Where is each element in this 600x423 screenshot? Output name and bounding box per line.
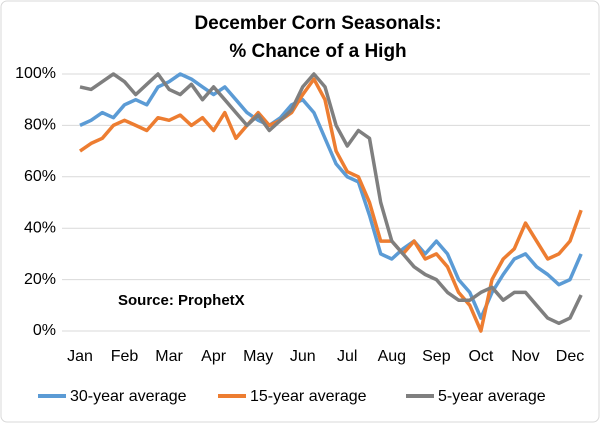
- x-tick-label: Jul: [337, 348, 357, 365]
- legend-label: 15-year average: [250, 388, 367, 405]
- x-tick-label: Dec: [556, 348, 584, 365]
- series-line: [79, 72, 583, 326]
- x-tick-label: Aug: [378, 348, 406, 365]
- annotation: Source: ProphetX: [118, 292, 245, 309]
- x-tick-label: Sep: [422, 348, 451, 365]
- y-tick-label: 100%: [15, 65, 56, 82]
- x-tick-label: Jan: [67, 348, 93, 365]
- series-line: [79, 77, 583, 333]
- y-tick-label: 80%: [24, 117, 56, 134]
- x-tick-label: Apr: [201, 348, 227, 365]
- x-tick-label: May: [243, 348, 273, 365]
- y-tick-label: 40%: [24, 219, 56, 236]
- y-tick-label: 20%: [24, 271, 56, 288]
- chart-subtitle: % Chance of a High: [229, 41, 406, 62]
- x-tick-label: Nov: [511, 348, 539, 365]
- chart-title: December Corn Seasonals:: [194, 13, 441, 34]
- x-tick-label: Feb: [111, 348, 139, 365]
- x-tick-label: Jun: [290, 348, 316, 365]
- y-tick-label: 60%: [24, 168, 56, 185]
- legend-label: 5-year average: [438, 388, 546, 405]
- x-tick-label: Mar: [155, 348, 183, 365]
- legend-label: 30-year average: [70, 388, 187, 405]
- x-tick-label: Oct: [468, 348, 493, 365]
- y-tick-label: 0%: [33, 322, 56, 339]
